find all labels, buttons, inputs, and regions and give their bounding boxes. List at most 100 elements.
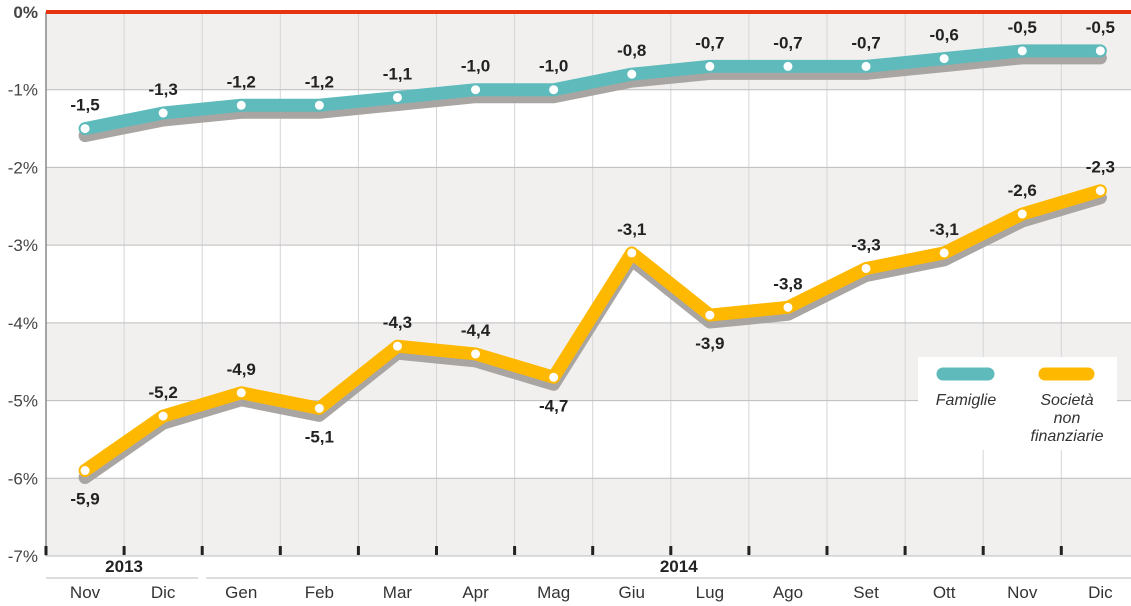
data-point [314, 403, 324, 413]
data-label: -2,3 [1086, 158, 1115, 177]
data-label: -0,7 [851, 33, 880, 52]
data-label: -1,3 [149, 80, 178, 99]
x-tick-label: Gen [225, 583, 257, 602]
data-label: -4,7 [539, 396, 568, 415]
legend-label-societa: Società non finanziarie [1031, 392, 1104, 445]
data-label: -5,1 [305, 427, 334, 446]
data-point [236, 388, 246, 398]
data-point [1017, 46, 1027, 56]
data-point [1095, 186, 1105, 196]
x-tick-mark [356, 546, 360, 555]
band [46, 167, 1131, 246]
data-point [705, 310, 715, 320]
series-shadow [78, 51, 1107, 143]
year-label: 2013 [105, 557, 143, 576]
data-point [861, 263, 871, 273]
y-tick-label: 0% [13, 3, 38, 22]
x-tick-mark [1059, 546, 1063, 555]
data-point [158, 411, 168, 421]
data-point [392, 92, 402, 102]
data-point [627, 69, 637, 79]
x-tick-label: Dic [1088, 583, 1113, 602]
x-tick-label: Giu [619, 583, 645, 602]
data-label: -0,5 [1008, 18, 1037, 37]
data-label: -1,5 [70, 96, 99, 115]
data-label: -3,1 [930, 220, 959, 239]
data-label: -5,2 [149, 383, 178, 402]
data-label: -1,1 [383, 64, 412, 83]
legend-label-famiglie: Famiglie [936, 392, 997, 409]
y-tick-label: -7% [8, 547, 38, 566]
x-tick-label: Ago [773, 583, 803, 602]
data-label: -0,7 [773, 33, 802, 52]
x-tick-mark [44, 546, 48, 555]
data-label: -3,1 [617, 220, 646, 239]
data-label: -0,6 [930, 26, 959, 45]
data-label: -0,5 [1086, 18, 1115, 37]
data-label: -4,4 [461, 321, 491, 340]
x-tick-label: Ott [933, 583, 956, 602]
y-tick-label: -5% [8, 392, 38, 411]
data-point [549, 372, 559, 382]
data-label: -3,3 [851, 235, 880, 254]
data-point [314, 100, 324, 110]
y-tick-label: -2% [8, 158, 38, 177]
x-tick-mark [669, 546, 673, 555]
data-label: -0,7 [695, 33, 724, 52]
data-label: -3,9 [695, 334, 724, 353]
x-tick-mark [903, 546, 907, 555]
data-point [939, 248, 949, 258]
data-point [80, 466, 90, 476]
series-line-societa [78, 184, 1107, 478]
data-point [1095, 46, 1105, 56]
data-point [236, 100, 246, 110]
data-point [1017, 209, 1027, 219]
x-tick-mark [200, 546, 204, 555]
data-point [158, 108, 168, 118]
data-point [861, 61, 871, 71]
data-point [80, 124, 90, 134]
data-point [627, 248, 637, 258]
x-tick-mark [513, 546, 517, 555]
x-tick-label: Feb [305, 583, 334, 602]
data-point [471, 85, 481, 95]
data-point [705, 61, 715, 71]
band [46, 478, 1131, 556]
data-label: -1,2 [305, 72, 334, 91]
data-label: -5,9 [70, 490, 99, 509]
x-tick-label: Lug [696, 583, 724, 602]
x-tick-label: Mag [537, 583, 570, 602]
x-tick-mark [122, 546, 126, 555]
data-label: -1,0 [539, 57, 568, 76]
y-tick-label: -6% [8, 469, 38, 488]
x-tick-label: Set [853, 583, 879, 602]
band [46, 89, 1131, 168]
y-tick-label: -1% [8, 81, 38, 100]
data-label: -4,9 [227, 360, 256, 379]
x-tick-label: Nov [1007, 583, 1038, 602]
y-tick-label: -4% [8, 314, 38, 333]
series-line-famiglie [78, 44, 1107, 136]
y-tick-label: -3% [8, 236, 38, 255]
x-tick-mark [825, 546, 829, 555]
x-tick-mark [435, 546, 438, 555]
data-point [549, 85, 559, 95]
x-tick-mark [278, 546, 282, 555]
x-tick-label: Apr [462, 583, 489, 602]
x-tick-mark [747, 546, 751, 555]
x-tick-label: Mar [383, 583, 413, 602]
legend: Famiglie Società non finanziarie [918, 357, 1117, 450]
x-tick-label: Nov [70, 583, 101, 602]
data-point [783, 302, 793, 312]
data-point [471, 349, 481, 359]
data-point [783, 61, 793, 71]
data-point [392, 341, 402, 351]
x-tick-mark [591, 546, 595, 555]
year-label: 2014 [660, 557, 698, 576]
x-tick-mark [981, 546, 985, 555]
data-label: -1,0 [461, 57, 490, 76]
data-label: -3,8 [773, 274, 802, 293]
x-tick-label: Dic [151, 583, 176, 602]
data-label: -0,8 [617, 41, 646, 60]
